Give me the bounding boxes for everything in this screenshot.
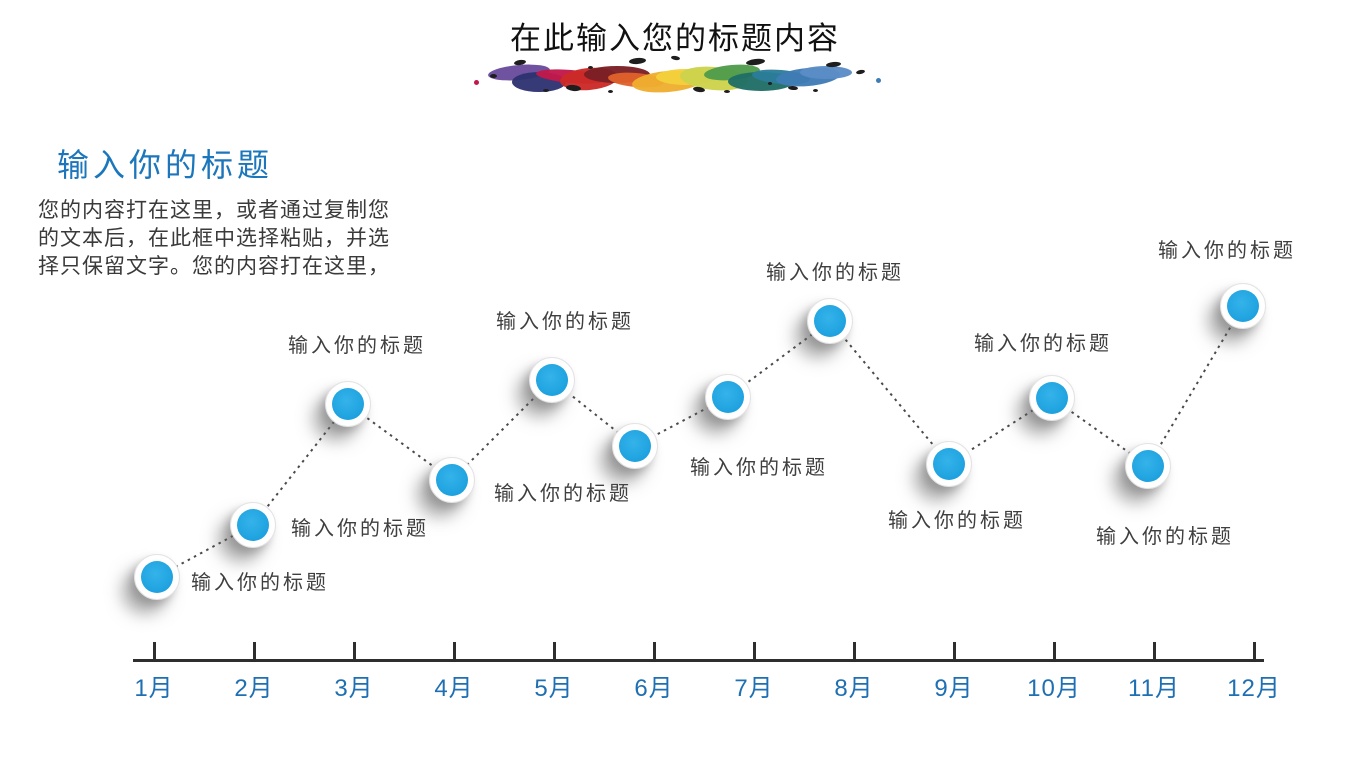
point-label-11[interactable]: 输入你的标题 (1096, 526, 1234, 548)
data-point-11[interactable] (1125, 443, 1171, 489)
axis-tick-5 (552, 642, 556, 659)
month-label-2: 2月 (234, 675, 274, 702)
data-point-7[interactable] (705, 374, 751, 420)
x-axis-line (133, 659, 1264, 662)
point-label-10[interactable]: 输入你的标题 (974, 333, 1112, 355)
axis-tick-11 (1152, 642, 1156, 659)
month-label-7: 7月 (734, 675, 774, 702)
data-point-core (1036, 382, 1068, 414)
axis-tick-1 (152, 642, 156, 659)
data-point-5[interactable] (529, 357, 575, 403)
section-title[interactable]: 输入你的标题 (57, 147, 274, 183)
data-point-3[interactable] (325, 381, 371, 427)
paint-dot (876, 78, 881, 83)
axis-tick-2 (252, 642, 256, 659)
data-point-core (933, 448, 965, 480)
data-point-core (619, 430, 651, 462)
ink-splatter (768, 82, 772, 85)
data-point-core (814, 305, 846, 337)
ink-splatter (813, 89, 818, 92)
data-point-6[interactable] (612, 423, 658, 469)
axis-tick-7 (752, 642, 756, 659)
data-point-10[interactable] (1029, 375, 1075, 421)
point-label-9[interactable]: 输入你的标题 (888, 510, 1026, 532)
ink-splatter (608, 90, 613, 93)
data-point-core (237, 509, 269, 541)
month-label-10: 10月 (1027, 675, 1081, 702)
data-point-4[interactable] (429, 457, 475, 503)
data-point-core (536, 364, 568, 396)
ink-splatter (543, 89, 549, 92)
point-label-8[interactable]: 输入你的标题 (766, 262, 904, 284)
month-label-9: 9月 (934, 675, 974, 702)
axis-tick-9 (952, 642, 956, 659)
point-label-1[interactable]: 输入你的标题 (191, 572, 329, 594)
paint-dot (474, 80, 479, 85)
ink-splatter (490, 74, 497, 78)
data-point-9[interactable] (926, 441, 972, 487)
month-label-11: 11月 (1128, 675, 1180, 702)
data-point-1[interactable] (134, 554, 180, 600)
month-label-4: 4月 (434, 675, 474, 702)
data-point-core (1227, 290, 1259, 322)
ink-splatter (724, 90, 730, 93)
month-label-6: 6月 (634, 675, 674, 702)
data-point-core (141, 561, 173, 593)
axis-tick-12 (1252, 642, 1256, 659)
axis-tick-8 (852, 642, 856, 659)
point-label-3[interactable]: 输入你的标题 (288, 335, 426, 357)
data-point-core (436, 464, 468, 496)
axis-tick-3 (352, 642, 356, 659)
point-label-12[interactable]: 输入你的标题 (1158, 240, 1296, 262)
month-label-1: 1月 (134, 675, 174, 702)
point-label-6[interactable]: 输入你的标题 (690, 457, 828, 479)
month-label-5: 5月 (534, 675, 574, 702)
point-label-5[interactable]: 输入你的标题 (496, 311, 634, 333)
section-body[interactable]: 您的内容打在这里，或者通过复制您的文本后，在此框中选择粘贴，并选择只保留文字。您… (38, 199, 390, 278)
month-label-8: 8月 (834, 675, 874, 702)
slide-title[interactable]: 在此输入您的标题内容 (510, 21, 840, 56)
data-point-12[interactable] (1220, 283, 1266, 329)
axis-tick-6 (652, 642, 656, 659)
data-point-core (712, 381, 744, 413)
ink-splatter (588, 66, 593, 69)
data-point-core (1132, 450, 1164, 482)
data-point-2[interactable] (230, 502, 276, 548)
axis-tick-4 (452, 642, 456, 659)
data-point-core (332, 388, 364, 420)
data-point-8[interactable] (807, 298, 853, 344)
point-label-2[interactable]: 输入你的标题 (291, 518, 429, 540)
axis-tick-10 (1052, 642, 1056, 659)
month-label-3: 3月 (334, 675, 374, 702)
paint-blob (800, 66, 852, 79)
month-label-12: 12月 (1227, 675, 1281, 702)
paint-splash-decoration (474, 55, 881, 96)
point-label-4[interactable]: 输入你的标题 (494, 483, 632, 505)
